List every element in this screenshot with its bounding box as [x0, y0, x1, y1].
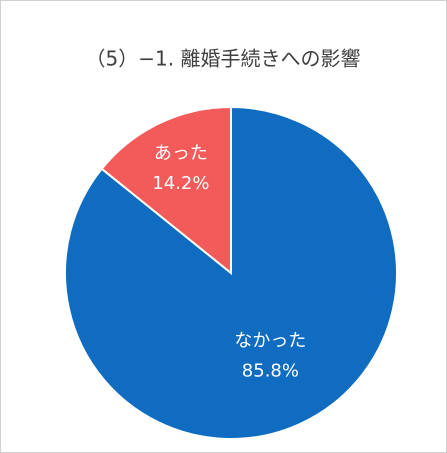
value-label: 14.2% — [152, 173, 209, 194]
chart-title: （5）−1. 離婚手続きへの影響 — [86, 47, 361, 71]
pie-slice — [100, 105, 232, 276]
value-label: 85.8% — [242, 360, 299, 381]
slice-label: あった — [154, 143, 208, 164]
slice-label: なかった — [234, 330, 306, 351]
